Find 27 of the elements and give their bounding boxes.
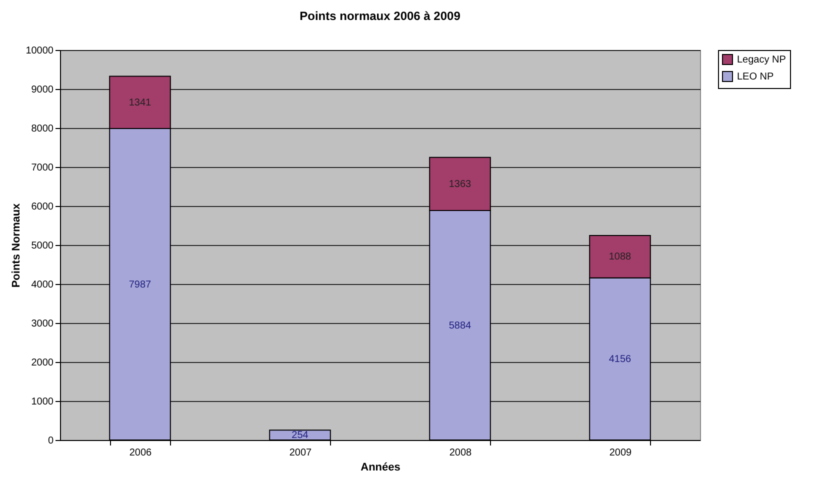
data-label: 5884 [448, 320, 472, 332]
y-tick-label: 9000 [31, 84, 54, 96]
x-tick-label: 2007 [289, 448, 312, 458]
legend-label: Legacy NP [737, 54, 786, 66]
data-label: 1088 [608, 252, 632, 263]
x-tick-label: 2009 [609, 448, 632, 458]
x-tick-label: 2008 [449, 448, 472, 458]
data-label: 4156 [608, 354, 632, 365]
y-tick-label: 0 [48, 436, 54, 446]
y-tick-label: 3000 [31, 318, 54, 330]
data-label: 1341 [128, 97, 152, 108]
data-label: 1363 [448, 178, 472, 190]
y-tick-label: 4000 [31, 280, 54, 290]
chart-title: Points normaux 2006 à 2009 [300, 9, 461, 23]
y-tick-label: 6000 [31, 202, 54, 212]
data-label: 254 [292, 430, 309, 442]
data-label: 7987 [128, 279, 152, 290]
y-tick-label: 7000 [31, 162, 54, 174]
y-tick-label: 2000 [31, 358, 54, 368]
y-tick-label: 1000 [31, 396, 54, 408]
y-axis-title: Points Normaux [10, 202, 23, 288]
legend-label: LEO NP [737, 72, 774, 82]
y-tick-label: 5000 [31, 240, 54, 252]
y-tick-label: 10000 [26, 46, 54, 56]
x-axis-title: Années [360, 462, 400, 474]
x-tick-label: 2006 [129, 448, 152, 458]
y-tick-label: 8000 [31, 124, 54, 134]
